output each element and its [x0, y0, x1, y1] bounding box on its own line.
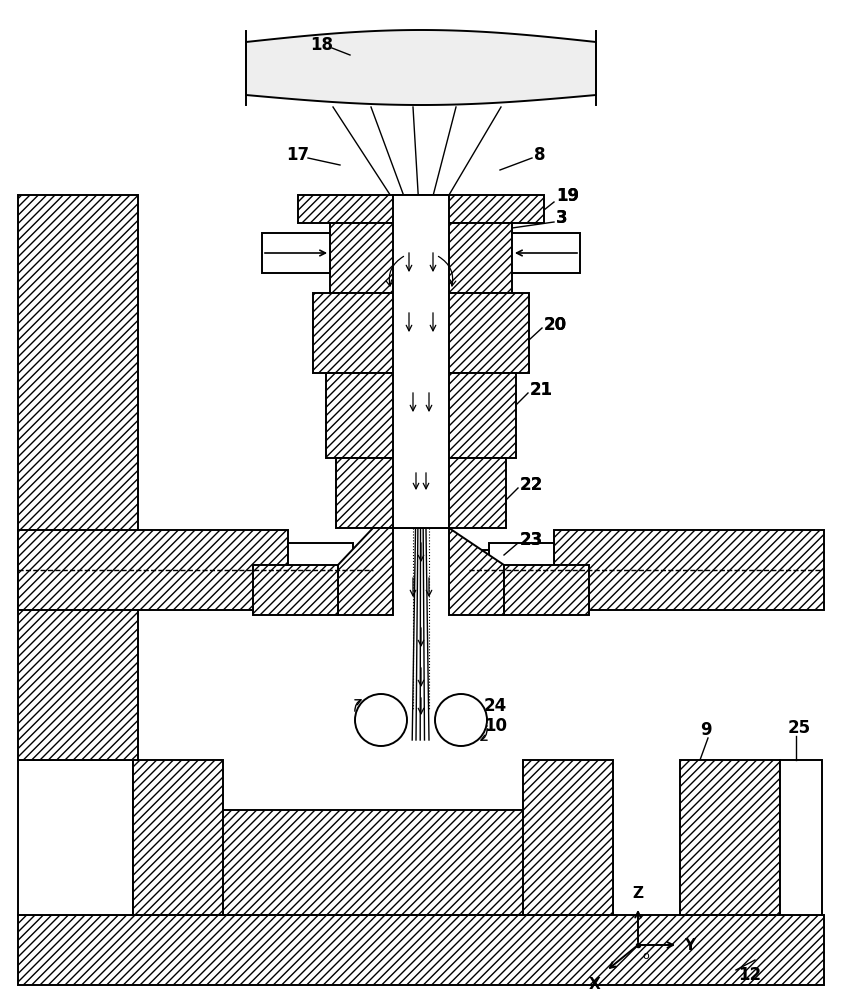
Polygon shape	[504, 565, 589, 615]
Bar	[512, 233, 580, 273]
Bar	[133, 760, 223, 915]
Bar	[469, 550, 489, 590]
Text: 10: 10	[484, 717, 507, 735]
Bar	[18, 195, 138, 760]
Text: X: X	[589, 977, 600, 992]
Bar	[313, 293, 529, 373]
Ellipse shape	[435, 694, 487, 746]
Bar	[288, 543, 353, 597]
Bar	[336, 458, 506, 528]
Text: 12: 12	[738, 966, 761, 984]
Text: o: o	[642, 951, 648, 961]
Polygon shape	[246, 30, 596, 105]
Bar	[393, 195, 449, 528]
Text: 8: 8	[534, 146, 546, 164]
Text: 25: 25	[788, 719, 811, 737]
Bar	[680, 760, 780, 915]
Polygon shape	[338, 528, 393, 615]
Text: 19: 19	[556, 187, 579, 205]
Text: 23: 23	[520, 531, 543, 549]
Bar	[330, 223, 512, 293]
Text: 9: 9	[700, 721, 711, 739]
Text: 3: 3	[556, 209, 568, 227]
Text: 22: 22	[520, 476, 543, 494]
Text: 3: 3	[556, 209, 568, 227]
Polygon shape	[253, 565, 338, 615]
Bar	[133, 810, 613, 915]
Text: 21: 21	[530, 381, 553, 399]
Bar	[18, 915, 824, 985]
Text: 19: 19	[556, 187, 579, 205]
Bar	[262, 233, 330, 273]
Text: 22: 22	[520, 476, 543, 494]
Text: Z: Z	[632, 886, 643, 901]
Polygon shape	[449, 528, 504, 615]
Bar	[523, 760, 613, 915]
Text: 24: 24	[484, 697, 507, 715]
Text: 20: 20	[544, 316, 568, 334]
Text: 21: 21	[530, 381, 553, 399]
Bar	[18, 760, 133, 915]
Bar	[554, 530, 824, 610]
Text: 18: 18	[310, 36, 333, 54]
Text: 17: 17	[286, 146, 309, 164]
Bar	[489, 543, 554, 597]
Text: 20: 20	[544, 316, 568, 334]
Text: 23: 23	[520, 531, 543, 549]
Text: Y: Y	[684, 938, 695, 952]
Ellipse shape	[355, 694, 407, 746]
Bar	[353, 550, 373, 590]
Bar	[18, 530, 288, 610]
Bar	[298, 195, 544, 223]
Bar	[326, 373, 516, 458]
Bar	[780, 760, 822, 915]
